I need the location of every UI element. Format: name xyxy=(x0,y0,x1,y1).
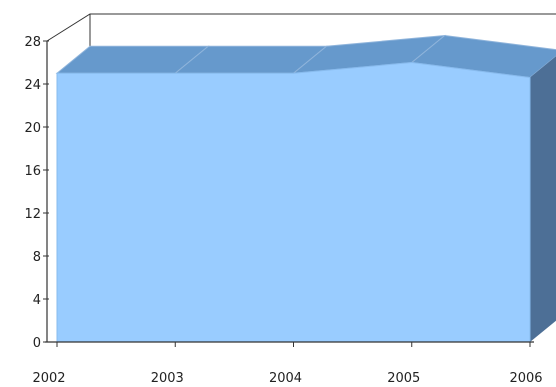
back-wall-top-edge xyxy=(46,13,556,42)
y-tick-label: 16 xyxy=(24,164,41,179)
y-tick-label: 24 xyxy=(24,78,41,93)
y-tick-label: 28 xyxy=(24,35,41,50)
x-tick-label: 2004 xyxy=(269,371,302,386)
y-axis: 0 4 8 12 16 20 24 28 xyxy=(24,35,49,351)
y-tick-label: 4 xyxy=(33,293,41,308)
area-series xyxy=(55,34,556,343)
y-tick-label: 20 xyxy=(24,121,41,136)
area-side-face xyxy=(530,56,556,342)
y-tick-label: 0 xyxy=(33,336,41,351)
x-tick-label: 2006 xyxy=(509,371,542,386)
area-front-face xyxy=(56,61,531,343)
x-axis: 2002 2003 2004 2005 2006 xyxy=(32,341,543,386)
y-tick-label: 12 xyxy=(24,207,41,222)
x-tick-label: 2003 xyxy=(151,371,184,386)
x-tick-label: 2005 xyxy=(387,371,420,386)
y-tick-label: 8 xyxy=(33,250,41,265)
x-tick-label: 2002 xyxy=(32,371,65,386)
